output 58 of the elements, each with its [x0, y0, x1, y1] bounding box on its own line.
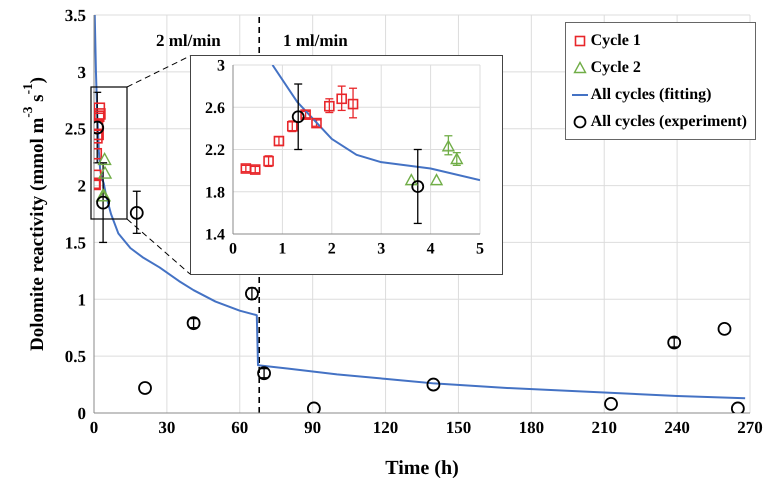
x-tick-label: 180 [518, 418, 544, 438]
legend-label: All cycles (fitting) [590, 85, 712, 105]
y-tick-label: 2 [78, 176, 86, 196]
point [324, 100, 335, 112]
x-tick-label: 90 [304, 418, 322, 438]
x-tick-label: 150 [446, 418, 472, 438]
y-tick-label: 3 [217, 58, 225, 75]
y-tick-label: 3.5 [64, 6, 86, 26]
y-tick-label: 1.4 [205, 226, 225, 244]
y-tick-label: 1 [78, 290, 86, 310]
x-tick-label: 0 [229, 240, 237, 258]
point [96, 196, 110, 210]
annotation: 1 ml/min [283, 31, 348, 51]
legend-label: All cycles (experiment) [590, 112, 747, 132]
legend-label: Cycle 1 [590, 31, 641, 51]
x-tick-label: 5 [476, 240, 484, 258]
point [130, 206, 144, 220]
x-tick-label: 60 [231, 418, 248, 438]
point [292, 110, 305, 124]
point [336, 94, 347, 104]
y-tick-label: 0 [78, 404, 86, 424]
y-tick-label: 2.6 [205, 100, 225, 117]
point [405, 174, 418, 186]
x-tick-label: 3 [377, 240, 386, 258]
x-tick-label: 210 [591, 418, 617, 438]
x-tick-label: 240 [664, 418, 690, 438]
x-tick-label: 1 [278, 240, 286, 258]
point [306, 402, 321, 413]
y-tick-label: 1.5 [64, 233, 86, 252]
legend-label: Cycle 2 [590, 58, 641, 78]
line-series [272, 65, 480, 182]
y-tick-label: 2.2 [205, 142, 225, 160]
x-tick-label: 2 [328, 240, 336, 258]
point [430, 174, 443, 186]
point [98, 166, 112, 179]
x-tick-label: 0 [90, 418, 98, 438]
x-tick-label: 120 [372, 418, 398, 438]
x-tick-label: 4 [426, 240, 435, 258]
y-tick-label: 1.8 [205, 184, 225, 202]
point [94, 128, 104, 140]
point [730, 402, 745, 413]
point [186, 316, 201, 330]
point [442, 140, 455, 152]
line-series [94, 15, 746, 400]
y-tick-label: 0.5 [64, 347, 86, 366]
point [138, 381, 152, 395]
point [718, 322, 732, 336]
point [411, 180, 424, 193]
y-tick-label: 3 [78, 62, 86, 82]
x-tick-label: 270 [737, 418, 763, 438]
point [348, 98, 358, 110]
point [667, 336, 682, 350]
point [426, 378, 440, 392]
y-tick-label: 2.5 [64, 120, 86, 139]
point [604, 397, 618, 411]
x-axis-title: Time (h) [385, 457, 459, 479]
annotation: 2 ml/min [156, 31, 221, 51]
x-tick-label: 30 [158, 418, 176, 438]
